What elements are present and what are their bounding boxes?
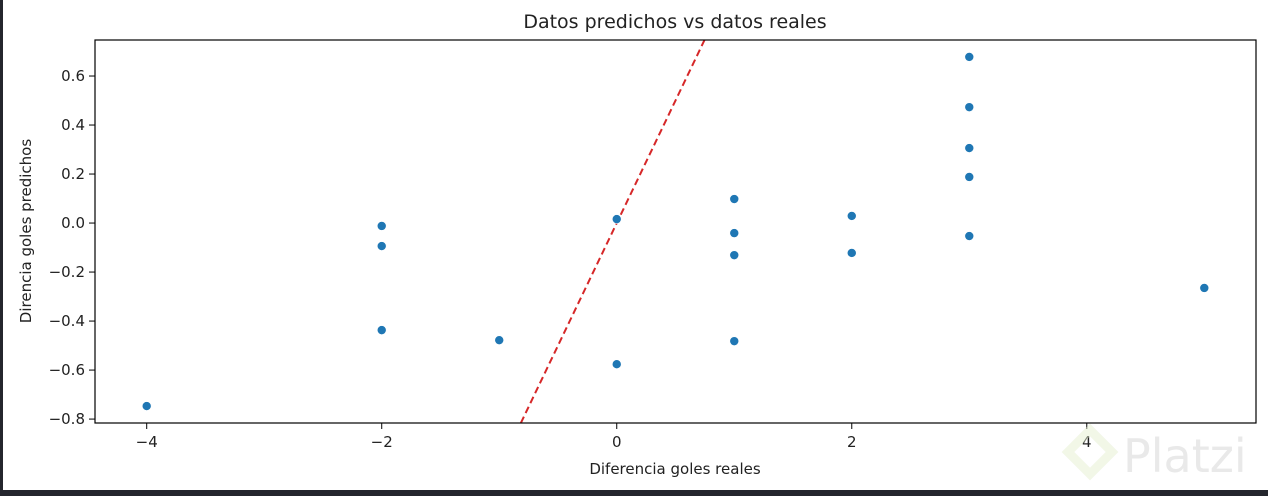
- data-point: [611, 359, 622, 369]
- data-point: [964, 172, 975, 182]
- y-axis-label: Direncia goles predichos: [17, 139, 35, 324]
- data-points: [141, 52, 1210, 411]
- y-tick-label: −0.6: [49, 361, 85, 379]
- figure: Datos predichos vs datos reales −4 −2 0 2 4 …: [3, 0, 1268, 490]
- watermark-text: Platzi: [1123, 429, 1247, 483]
- data-point: [846, 248, 857, 258]
- data-point: [1199, 283, 1210, 293]
- reference-line: [519, 40, 706, 423]
- y-tick-label: 0.4: [61, 116, 85, 134]
- data-point: [729, 228, 740, 238]
- chart-title: Datos predichos vs datos reales: [523, 11, 826, 33]
- x-tick-label: 2: [847, 433, 857, 451]
- x-tick-label: −2: [371, 433, 393, 451]
- y-tick-label: −0.2: [49, 263, 85, 281]
- scatter-chart: Datos predichos vs datos reales −4 −2 0 2 4 …: [17, 11, 1257, 483]
- data-point: [729, 250, 740, 260]
- platzi-watermark-logo: [1061, 423, 1119, 481]
- y-tick-label: 0.2: [61, 165, 85, 183]
- data-point: [376, 221, 387, 231]
- x-tick-label: −4: [136, 433, 158, 451]
- data-point: [964, 143, 975, 153]
- x-axis-label: Diferencia goles reales: [589, 460, 761, 478]
- data-point: [964, 231, 975, 241]
- data-point: [611, 214, 622, 224]
- data-point: [729, 194, 740, 204]
- x-tick-label: 0: [612, 433, 622, 451]
- y-tick-label: 0.0: [61, 214, 85, 232]
- data-point: [964, 52, 975, 62]
- data-point: [846, 211, 857, 221]
- x-tick-label: 4: [1082, 433, 1092, 451]
- data-point: [376, 325, 387, 335]
- y-tick-label: −0.4: [49, 312, 85, 330]
- y-axis: −0.8 −0.6 −0.4 −0.2 0.0 0.2 0.4 0.6: [49, 67, 95, 428]
- data-point: [964, 102, 975, 112]
- y-tick-label: 0.6: [61, 67, 85, 85]
- data-point: [141, 401, 152, 411]
- axes-frame: [94, 39, 1257, 424]
- x-axis: −4 −2 0 2 4: [136, 423, 1092, 451]
- y-tick-label: −0.8: [49, 410, 85, 428]
- data-point: [729, 336, 740, 346]
- data-point: [494, 335, 505, 345]
- data-point: [376, 241, 387, 251]
